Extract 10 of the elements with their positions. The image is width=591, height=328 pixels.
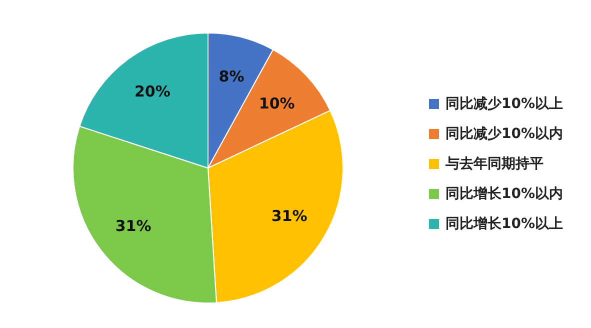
legend-label: 同比减少10%以上	[445, 95, 563, 114]
data-label: 20%	[134, 82, 170, 101]
legend-label: 同比减少10%以内	[445, 125, 563, 144]
data-label: 10%	[258, 94, 295, 112]
data-label: 31%	[271, 207, 308, 226]
data-label: 31%	[115, 216, 152, 235]
data-label: 8%	[218, 67, 244, 86]
legend-label: 同比增长10%以上	[445, 215, 563, 234]
legend-label: 同比增长10%以内	[445, 185, 563, 204]
legend-label: 与去年同期持平	[445, 155, 544, 174]
